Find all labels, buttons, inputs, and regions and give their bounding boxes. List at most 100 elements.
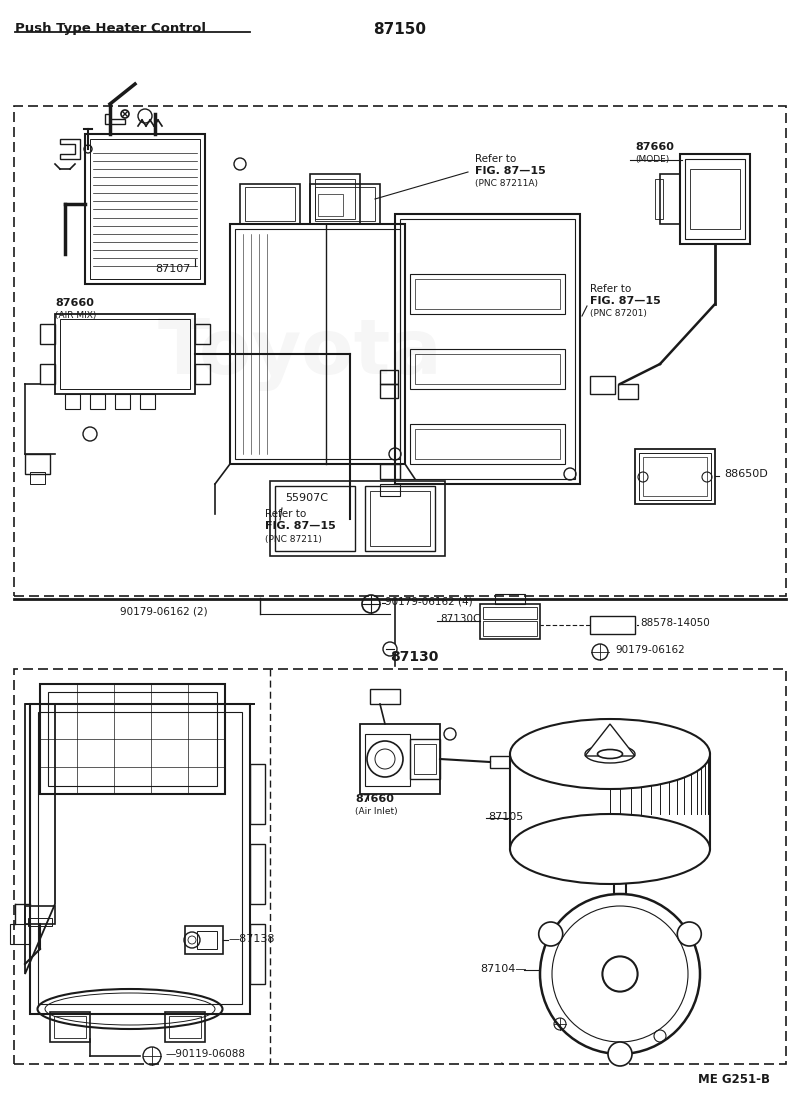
Bar [400, 219, 575, 479]
Bar [25, 906, 55, 924]
Bar [270, 481, 445, 556]
Bar [410, 424, 565, 464]
Circle shape [538, 922, 562, 946]
Bar [14, 106, 786, 596]
Text: 87150: 87150 [374, 22, 426, 38]
Bar [380, 484, 400, 496]
Bar [380, 370, 398, 384]
Text: 87660: 87660 [55, 298, 94, 308]
Bar [197, 931, 217, 949]
Bar [54, 1016, 86, 1038]
Text: (MODE): (MODE) [635, 155, 670, 164]
Bar [90, 394, 105, 408]
Bar [28, 919, 52, 926]
Text: 87130C: 87130C [440, 614, 480, 624]
Ellipse shape [510, 814, 710, 884]
Text: Toyota: Toyota [158, 317, 442, 391]
Bar [360, 724, 440, 794]
Bar [30, 473, 45, 484]
Bar [195, 364, 210, 384]
Bar [635, 449, 715, 505]
Text: FIG. 87—15: FIG. 87—15 [265, 521, 336, 531]
Bar [414, 744, 436, 774]
Bar [40, 323, 55, 344]
Text: (AIR MIX): (AIR MIX) [55, 311, 96, 320]
Text: Refer to: Refer to [475, 153, 516, 164]
Text: 90179‐06162 (4): 90179‐06162 (4) [385, 597, 473, 607]
Bar [365, 734, 410, 786]
Bar [415, 429, 560, 459]
Bar [250, 924, 265, 984]
Bar [245, 187, 295, 221]
Text: 87104—: 87104— [480, 964, 526, 974]
Bar [660, 174, 680, 224]
Text: —87138: —87138 [228, 934, 274, 944]
Text: 87107: 87107 [155, 264, 190, 274]
Text: 90179‐06162 (2): 90179‐06162 (2) [120, 607, 208, 617]
Bar [690, 169, 740, 229]
Bar [315, 187, 375, 221]
Bar [310, 174, 360, 224]
Bar [680, 153, 750, 244]
Bar [410, 349, 565, 389]
Bar [318, 194, 343, 216]
Bar [614, 869, 626, 894]
Bar [370, 689, 400, 704]
Text: (Air Inlet): (Air Inlet) [355, 807, 398, 816]
Bar [60, 319, 190, 389]
Bar [195, 323, 210, 344]
Circle shape [383, 643, 397, 656]
Bar [65, 394, 80, 408]
Bar [495, 594, 525, 604]
Bar [240, 184, 300, 224]
Bar [310, 184, 380, 224]
Bar [380, 464, 400, 479]
Bar [617, 861, 623, 869]
Text: Refer to: Refer to [265, 509, 306, 519]
Bar [380, 384, 398, 399]
Bar [230, 224, 405, 464]
Bar [483, 607, 537, 619]
Text: FIG. 87—15: FIG. 87—15 [475, 166, 546, 176]
Circle shape [678, 922, 702, 946]
Bar [169, 1016, 201, 1038]
Bar [14, 669, 786, 1064]
Circle shape [608, 1042, 632, 1066]
Text: 87130: 87130 [390, 650, 438, 664]
Text: —90119‐06088: —90119‐06088 [165, 1049, 245, 1059]
Ellipse shape [585, 745, 635, 763]
Bar [250, 764, 265, 824]
Bar [140, 394, 155, 408]
Bar [395, 214, 580, 484]
Bar [639, 453, 711, 500]
Bar [40, 364, 55, 384]
Text: 87660: 87660 [355, 794, 394, 804]
Text: (PNC 87211A): (PNC 87211A) [475, 179, 538, 188]
Ellipse shape [510, 719, 710, 789]
Text: 87105: 87105 [488, 813, 523, 822]
Bar [48, 692, 217, 786]
Bar [510, 754, 710, 843]
Bar [643, 457, 707, 496]
Bar [618, 384, 638, 399]
Bar [365, 486, 435, 551]
Text: Refer to: Refer to [590, 284, 631, 294]
Bar [480, 604, 540, 639]
Bar [415, 354, 560, 384]
Bar [275, 486, 355, 551]
Text: 87660: 87660 [635, 142, 674, 152]
Bar [85, 134, 205, 284]
Text: 88650D: 88650D [724, 469, 768, 479]
Bar [10, 924, 30, 944]
Bar [590, 616, 635, 634]
Text: 55907C: 55907C [285, 493, 328, 503]
Bar [25, 454, 50, 474]
Bar [115, 394, 130, 408]
Bar [685, 159, 745, 238]
Text: (PNC 87211): (PNC 87211) [265, 535, 322, 544]
Circle shape [617, 871, 623, 877]
Polygon shape [585, 724, 635, 756]
Text: (PNC 87201): (PNC 87201) [590, 309, 647, 318]
Bar [235, 229, 400, 459]
Bar [483, 620, 537, 636]
